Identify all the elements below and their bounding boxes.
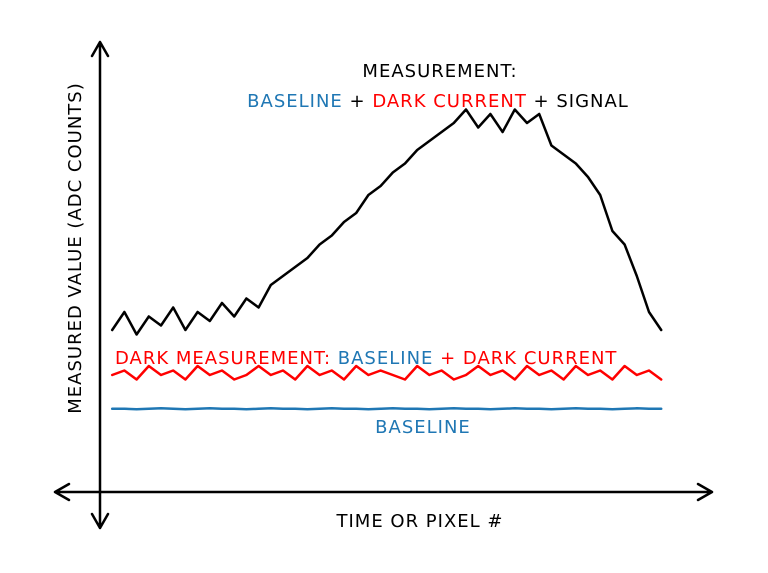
x-axis	[53, 482, 714, 502]
annotation-part: DARK CURRENT	[372, 91, 526, 112]
annotation: BASELINE + DARK CURRENT + SIGNAL	[247, 91, 629, 112]
annotation-part: BASELINE	[247, 91, 343, 112]
x-axis-label: TIME OR PIXEL #	[335, 511, 503, 532]
annotation-part: + DARK CURRENT	[433, 348, 617, 369]
annotation-part: BASELINE	[375, 417, 471, 438]
data-line	[110, 108, 663, 336]
annotation: DARK MEASUREMENT: BASELINE + DARK CURREN…	[115, 348, 617, 369]
annotation-part: + SIGNAL	[527, 91, 629, 112]
data-line	[110, 364, 663, 381]
annotation: BASELINE	[375, 417, 471, 438]
y-axis	[90, 40, 110, 530]
y-axis-label: MEASURED VALUE (ADC COUNTS)	[65, 82, 86, 413]
annotation-part: +	[343, 91, 373, 112]
data-line	[110, 407, 663, 411]
annotation-part: DARK MEASUREMENT:	[115, 348, 338, 369]
annotation: MEASUREMENT:	[362, 61, 517, 82]
annotation-part: BASELINE	[338, 348, 434, 369]
annotation-part: MEASUREMENT:	[362, 61, 517, 82]
